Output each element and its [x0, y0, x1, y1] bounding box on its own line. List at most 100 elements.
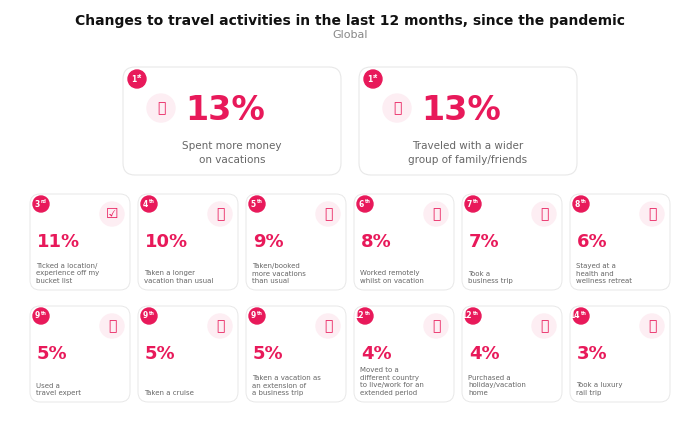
Circle shape: [573, 308, 589, 324]
Text: 8%: 8%: [361, 233, 392, 251]
Text: ☑: ☑: [106, 207, 118, 221]
Circle shape: [249, 308, 265, 324]
Text: 📷: 📷: [157, 101, 165, 115]
Text: 9: 9: [35, 312, 40, 321]
Text: 12: 12: [461, 312, 472, 321]
Circle shape: [316, 314, 340, 338]
FancyBboxPatch shape: [246, 194, 346, 290]
FancyBboxPatch shape: [123, 67, 341, 175]
Text: th: th: [473, 199, 479, 204]
Text: 9: 9: [143, 312, 148, 321]
FancyBboxPatch shape: [570, 194, 670, 290]
Text: 14: 14: [570, 312, 580, 321]
Text: Took a
business trip: Took a business trip: [468, 270, 512, 284]
Circle shape: [100, 202, 124, 226]
Text: 4: 4: [143, 199, 148, 208]
FancyBboxPatch shape: [138, 306, 238, 402]
Circle shape: [249, 196, 265, 212]
Text: th: th: [257, 311, 263, 316]
FancyBboxPatch shape: [462, 306, 562, 402]
Text: Worked remotely
whilst on vacation: Worked remotely whilst on vacation: [360, 270, 424, 284]
Text: rd: rd: [41, 199, 47, 204]
Text: 9: 9: [251, 312, 256, 321]
Circle shape: [465, 308, 481, 324]
Circle shape: [465, 196, 481, 212]
FancyBboxPatch shape: [138, 194, 238, 290]
Circle shape: [100, 314, 124, 338]
Text: th: th: [581, 311, 587, 316]
Text: 🚆: 🚆: [648, 319, 656, 333]
Text: 4%: 4%: [361, 345, 391, 363]
Text: 📅: 📅: [216, 207, 224, 221]
Circle shape: [33, 308, 49, 324]
Circle shape: [383, 94, 411, 122]
Text: Taken a longer
vacation than usual: Taken a longer vacation than usual: [144, 270, 214, 284]
Text: 6: 6: [358, 199, 364, 208]
Circle shape: [640, 202, 664, 226]
Circle shape: [147, 94, 175, 122]
Text: 3: 3: [35, 199, 40, 208]
FancyBboxPatch shape: [570, 306, 670, 402]
Text: th: th: [257, 199, 263, 204]
Text: th: th: [365, 311, 371, 316]
Circle shape: [128, 70, 146, 88]
Text: 📍: 📍: [324, 319, 332, 333]
FancyBboxPatch shape: [359, 67, 577, 175]
Text: 1: 1: [131, 74, 136, 83]
Text: 5%: 5%: [253, 345, 284, 363]
Text: 13%: 13%: [421, 94, 500, 127]
Text: 💻: 💻: [432, 207, 440, 221]
Text: 🏙: 🏙: [432, 319, 440, 333]
Text: th: th: [149, 199, 155, 204]
Circle shape: [141, 196, 157, 212]
Text: 8: 8: [575, 199, 580, 208]
Text: 9%: 9%: [253, 233, 284, 251]
Circle shape: [33, 196, 49, 212]
Circle shape: [141, 308, 157, 324]
Circle shape: [364, 70, 382, 88]
Text: Used a
travel expert: Used a travel expert: [36, 383, 81, 396]
Text: 💼: 💼: [540, 207, 548, 221]
Circle shape: [573, 196, 589, 212]
Text: 4%: 4%: [469, 345, 500, 363]
Text: 7: 7: [467, 199, 472, 208]
Circle shape: [424, 314, 448, 338]
Text: 10%: 10%: [145, 233, 188, 251]
Text: Traveled with a wider
group of family/friends: Traveled with a wider group of family/fr…: [408, 141, 528, 165]
Text: Ticked a location/
experience off my
bucket list: Ticked a location/ experience off my buc…: [36, 263, 99, 284]
FancyBboxPatch shape: [246, 306, 346, 402]
Text: 6%: 6%: [577, 233, 608, 251]
Text: 3%: 3%: [577, 345, 608, 363]
Text: Took a luxury
rail trip: Took a luxury rail trip: [576, 383, 622, 396]
Text: st: st: [137, 74, 142, 79]
Circle shape: [532, 314, 556, 338]
Circle shape: [208, 314, 232, 338]
Text: Changes to travel activities in the last 12 months, since the pandemic: Changes to travel activities in the last…: [75, 14, 625, 28]
FancyBboxPatch shape: [30, 194, 130, 290]
Text: Purchased a
holiday/vacation
home: Purchased a holiday/vacation home: [468, 375, 526, 396]
Circle shape: [357, 196, 373, 212]
FancyBboxPatch shape: [462, 194, 562, 290]
Text: 🚢: 🚢: [216, 319, 224, 333]
Text: 👤: 👤: [108, 319, 116, 333]
Text: 12: 12: [354, 312, 364, 321]
Text: 11%: 11%: [37, 233, 80, 251]
FancyBboxPatch shape: [354, 194, 454, 290]
Text: Taken/booked
more vacations
than usual: Taken/booked more vacations than usual: [252, 263, 306, 284]
Text: 5%: 5%: [145, 345, 176, 363]
Text: 5: 5: [251, 199, 256, 208]
Text: 🙂: 🙂: [648, 207, 656, 221]
Text: Spent more money
on vacations: Spent more money on vacations: [182, 141, 281, 165]
Text: 1: 1: [367, 74, 372, 83]
Text: Global: Global: [332, 30, 368, 40]
Text: 7%: 7%: [469, 233, 500, 251]
Text: th: th: [41, 311, 47, 316]
FancyBboxPatch shape: [30, 306, 130, 402]
Text: Moved to a
different country
to live/work for an
extended period: Moved to a different country to live/wor…: [360, 368, 424, 396]
FancyBboxPatch shape: [354, 306, 454, 402]
Circle shape: [357, 308, 373, 324]
Text: 13%: 13%: [185, 94, 265, 127]
Text: th: th: [365, 199, 371, 204]
Text: 🏠: 🏠: [540, 319, 548, 333]
Circle shape: [640, 314, 664, 338]
